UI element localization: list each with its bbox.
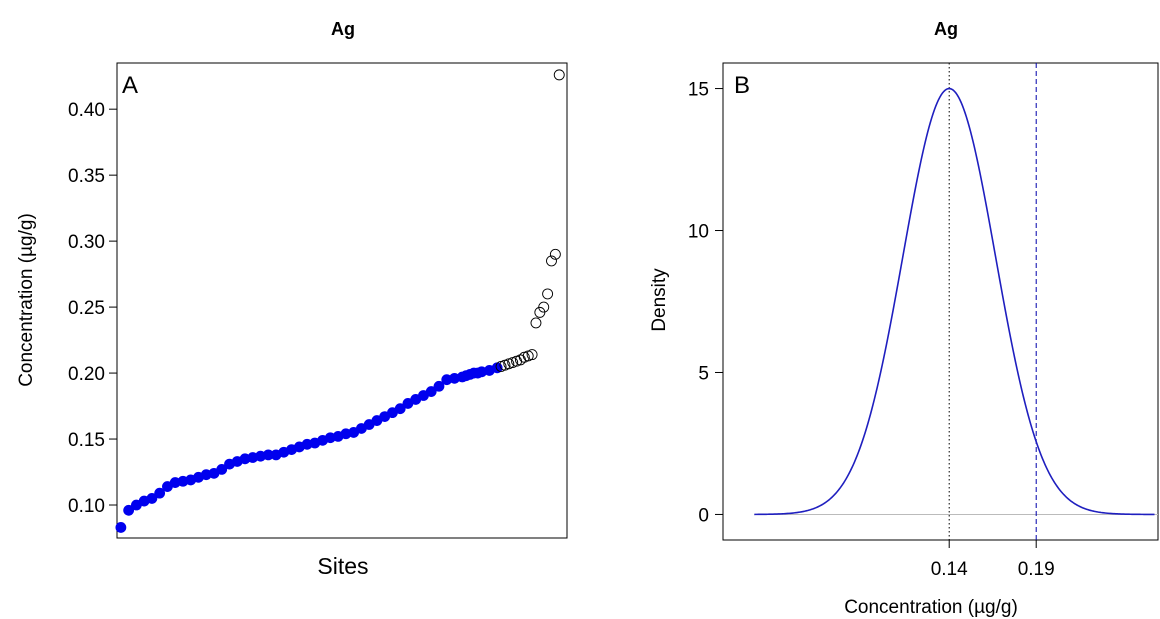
panel-a-y-tick-label: 0.20 (68, 364, 105, 385)
panel-a-plot-frame (116, 62, 568, 539)
panel-b-density-curve (754, 87, 1155, 516)
panel-a-y-tick-label: 0.30 (68, 232, 105, 253)
panel-b-title: Ag (934, 19, 958, 39)
panel-a-point-filled (115, 522, 127, 533)
panel-b-y-label: Density (649, 268, 670, 332)
panel-b-x-label: Concentration (µg/g) (844, 597, 1018, 618)
panel-a-y-tick-label: 0.25 (68, 298, 105, 319)
panel-a-point-filled (425, 386, 437, 397)
panel-b-y-tick-label: 5 (698, 363, 709, 384)
panel-b: Ag B 0 5 10 15 0.14 0.19 Concentration (µg/g… (649, 19, 1159, 618)
panel-b-y-tick-label: 15 (688, 80, 709, 101)
panel-a-y-axis: 0.10 0.15 0.20 0.25 0.30 0.35 0.40 (68, 100, 117, 517)
panel-a-points (115, 69, 565, 533)
panel-a-y-tick-label: 0.15 (68, 430, 105, 451)
panel-b-label: B (734, 72, 750, 99)
panel-a-point-open (546, 255, 557, 267)
panel-a-point-open (530, 317, 542, 329)
panel-b-x-axis: 0.14 0.19 (931, 540, 1055, 580)
panel-a-point-filled (154, 487, 166, 499)
panel-b-x-tick-label: 0.19 (1018, 559, 1055, 580)
panel-b-y-axis: 0 5 10 15 (688, 80, 723, 526)
panel-a-point-filled (216, 463, 228, 475)
panel-b-x-tick-label: 0.14 (931, 559, 968, 580)
panel-a-point-filled (146, 493, 158, 504)
panel-a-x-label: Sites (317, 553, 368, 579)
panel-a-y-tick-label: 0.40 (68, 100, 105, 121)
panel-b-y-tick-label: 10 (688, 222, 709, 243)
panel-a-point-filled (433, 380, 445, 392)
panel-a-title: Ag (331, 19, 355, 39)
panel-b-plot-frame (722, 62, 1159, 541)
panel-a-label: A (122, 72, 138, 99)
panel-a-point-open (538, 301, 550, 313)
panel-a-y-tick-label: 0.35 (68, 166, 105, 187)
panel-a-y-label: Concentration (µg/g) (16, 213, 37, 387)
panel-a-point-filled (123, 504, 135, 516)
panel-a-y-tick-label: 0.10 (68, 496, 105, 517)
panel-a-point-filled (394, 403, 406, 415)
panel-a-point-open (553, 69, 565, 81)
panel-b-marks (754, 63, 1158, 540)
panel-b-y-tick-label: 0 (698, 505, 709, 526)
panel-a: Ag A 0.100.150.200.250.300.350.40 Sites … (16, 19, 568, 579)
panel-a-point-open (549, 248, 561, 260)
panel-a-point-open (542, 288, 554, 300)
panel-a-point-open (526, 349, 538, 361)
